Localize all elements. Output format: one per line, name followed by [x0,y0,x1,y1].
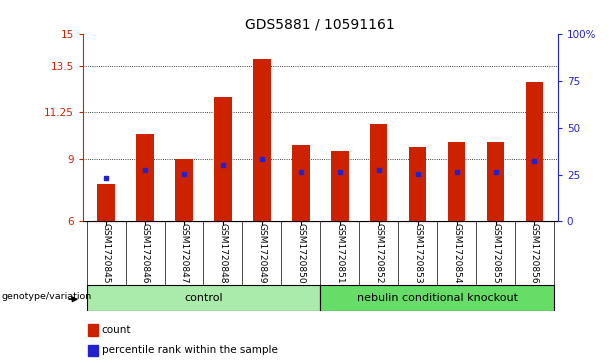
Text: GSM1720855: GSM1720855 [491,223,500,284]
Text: nebulin conditional knockout: nebulin conditional knockout [357,293,517,303]
Bar [526,82,543,221]
Bar [409,147,427,221]
Bar [175,159,192,221]
Text: percentile rank within the sample: percentile rank within the sample [102,345,278,355]
Text: control: control [184,293,223,303]
Bar [88,324,98,335]
Text: GSM1720845: GSM1720845 [102,223,110,284]
Bar [487,143,504,221]
Text: GSM1720854: GSM1720854 [452,223,461,284]
Bar [97,184,115,221]
Bar [370,124,387,221]
Text: GSM1720856: GSM1720856 [530,223,539,284]
Bar [86,285,321,311]
Text: GSM1720846: GSM1720846 [140,223,150,284]
Bar [292,144,310,221]
Bar [321,285,554,311]
Text: GSM1720851: GSM1720851 [335,223,345,284]
Bar [214,97,232,221]
Text: GSM1720850: GSM1720850 [296,223,305,284]
Text: GSM1720853: GSM1720853 [413,223,422,284]
Bar [136,134,154,221]
Bar [448,143,465,221]
Title: GDS5881 / 10591161: GDS5881 / 10591161 [245,18,395,32]
Text: GSM1720848: GSM1720848 [218,223,227,284]
Bar [331,151,349,221]
Text: GSM1720847: GSM1720847 [180,223,189,284]
Bar [253,60,271,221]
Text: count: count [102,325,131,335]
Text: GSM1720852: GSM1720852 [374,223,383,284]
Bar [88,344,98,356]
Text: GSM1720849: GSM1720849 [257,223,267,284]
Text: genotype/variation: genotype/variation [2,292,92,301]
